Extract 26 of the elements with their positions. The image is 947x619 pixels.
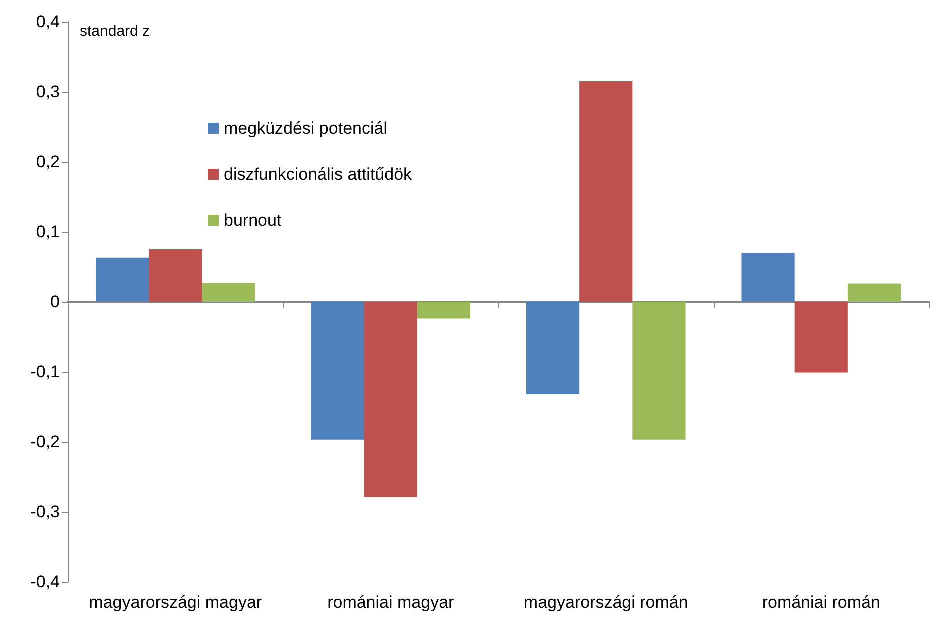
bar: [632, 302, 686, 440]
bar: [96, 258, 150, 302]
y-tick-label: -0,1: [30, 362, 60, 382]
legend-label: diszfunkcionális attitűdök: [224, 165, 413, 184]
y-tick-label: 0,2: [36, 152, 60, 172]
bar: [580, 82, 633, 302]
x-tick-label: romániai román: [762, 593, 880, 612]
y-tick-label: 0,4: [36, 12, 60, 32]
bar: [149, 250, 202, 302]
y-tick-label: -0,2: [30, 432, 60, 452]
y-tick-label: 0,3: [36, 82, 60, 102]
bar: [311, 302, 364, 440]
y-tick-label: 0: [50, 292, 60, 312]
legend-label: burnout: [224, 211, 282, 230]
y-tick-label: -0,3: [30, 502, 60, 522]
bar: [742, 253, 795, 302]
y-axis-title: standard z: [80, 23, 150, 40]
bar: [794, 302, 848, 373]
legend-label: megküzdési potenciál: [224, 119, 388, 138]
bar: [202, 283, 256, 302]
y-tick-label: -0,4: [30, 572, 60, 592]
bar: [526, 302, 580, 394]
bar: [848, 284, 902, 302]
y-tick-label: 0,1: [36, 222, 60, 242]
bar: [417, 302, 471, 319]
bar: [364, 302, 418, 498]
